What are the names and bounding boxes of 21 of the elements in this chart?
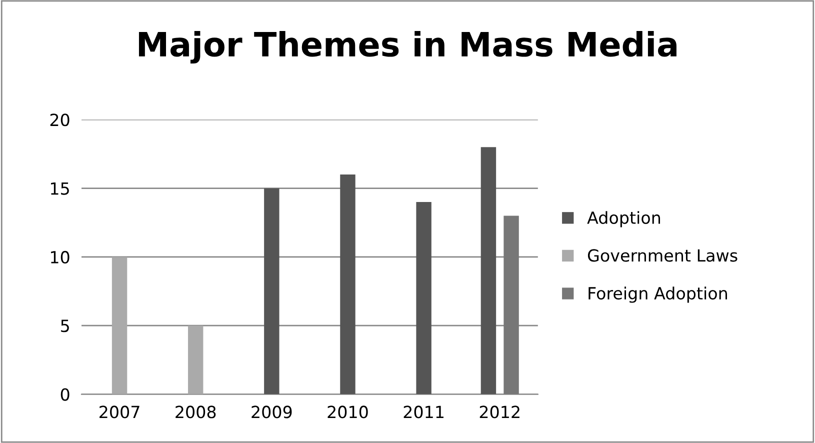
chart-title: Major Themes in Mass Media	[138, 31, 676, 64]
bar	[112, 256, 128, 394]
bar	[264, 188, 280, 394]
y-tick-label: 0	[60, 388, 70, 401]
x-tick-label: 2008	[176, 406, 216, 418]
legend-label: Government Laws	[588, 249, 738, 262]
x-tick-label: 2007	[100, 406, 140, 418]
x-tick-label: 2012	[480, 406, 520, 418]
x-tick-label: 2009	[252, 406, 292, 418]
bar	[416, 202, 432, 394]
y-tick-label: 10	[51, 250, 70, 264]
y-tick-label: 5	[61, 320, 69, 332]
y-tick-label: 20	[50, 114, 70, 126]
x-tick-label: 2011	[404, 406, 444, 418]
bar	[504, 216, 519, 394]
x-tick-label: 2010	[328, 406, 368, 418]
legend-label: Adoption	[587, 211, 660, 228]
bar	[340, 174, 356, 394]
bar	[188, 326, 204, 394]
y-tick-label: 15	[51, 182, 69, 195]
legend-label: Foreign Adoption	[588, 286, 727, 303]
